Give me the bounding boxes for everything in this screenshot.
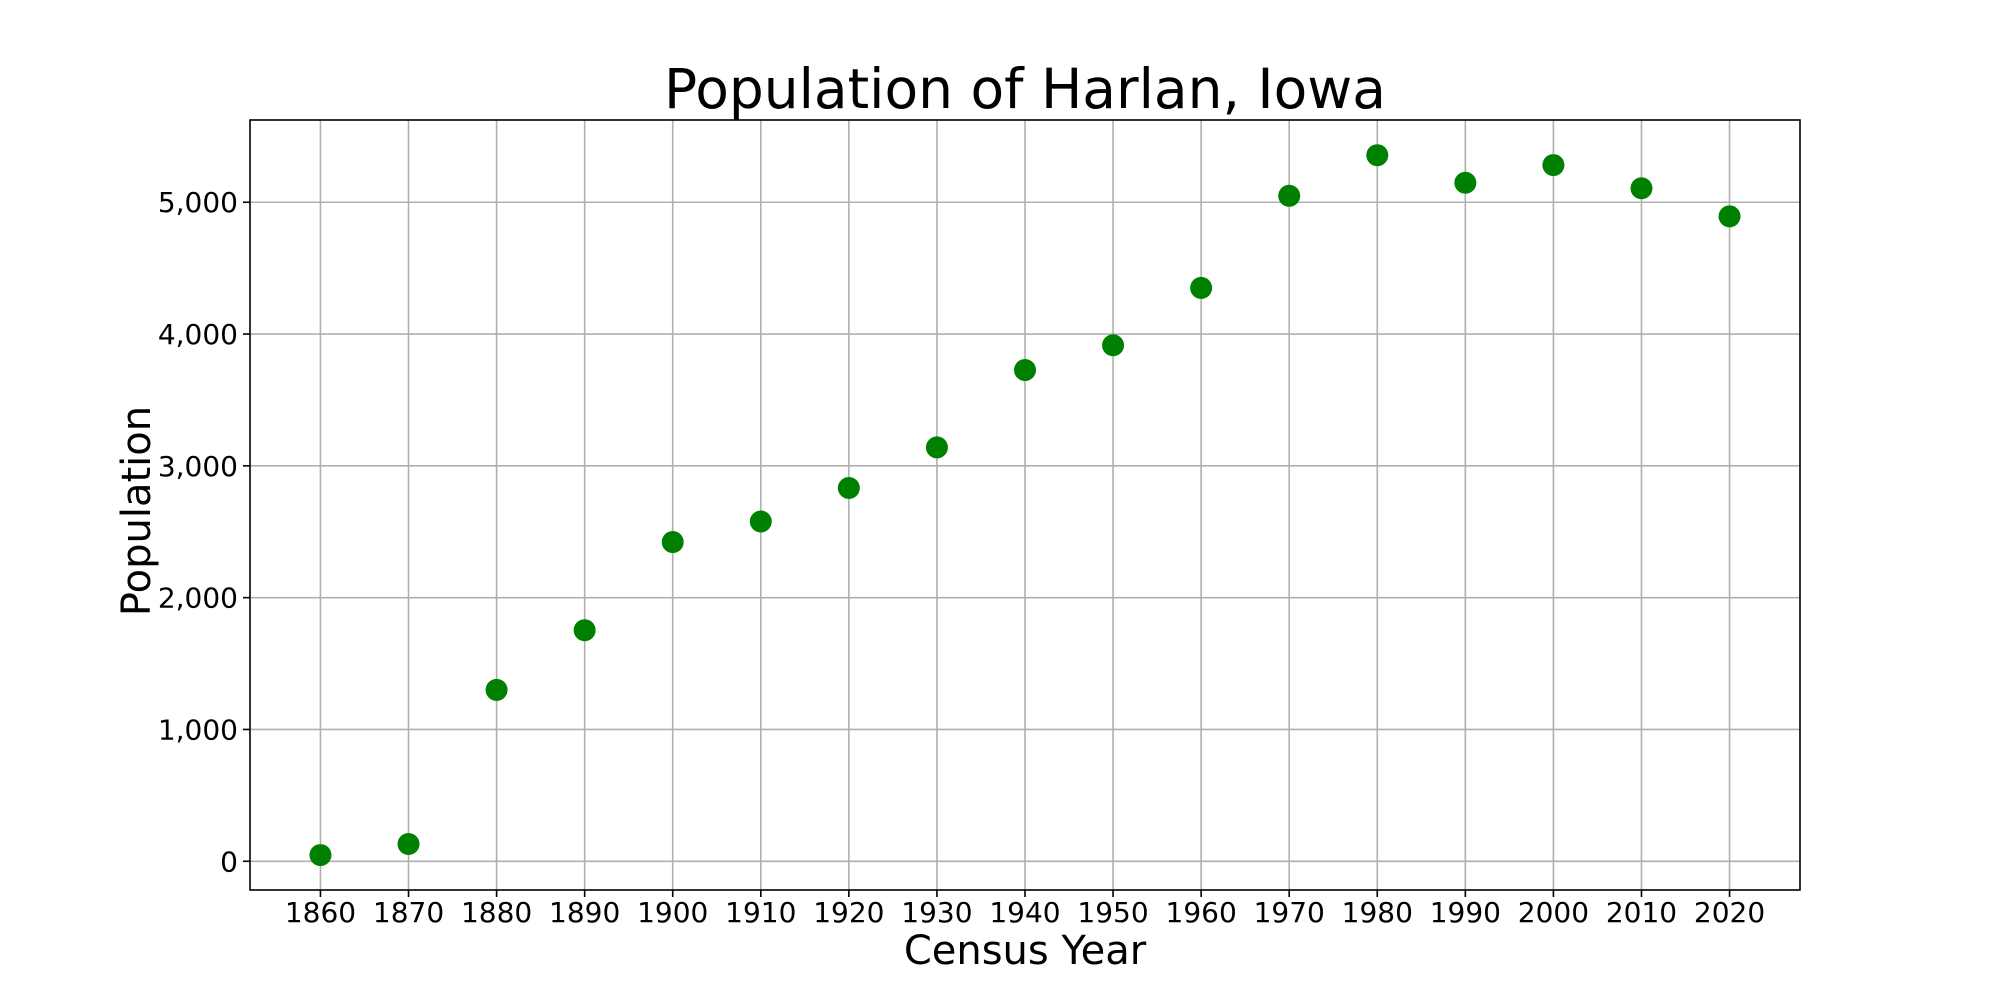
x-tick-label: 1900 (637, 896, 708, 929)
x-axis-ticks: 1860 1870 1880 1890 1900 1910 1920 1930 1940 1950… (285, 890, 1765, 929)
x-tick-label: 1890 (549, 896, 620, 929)
x-tick-label: 1880 (461, 896, 532, 929)
y-axis-label: Population (114, 406, 160, 616)
data-point (1190, 276, 1213, 299)
x-tick-label: 1980 (1342, 896, 1413, 929)
x-tick-label: 1990 (1430, 896, 1501, 929)
x-tick-label: 1870 (373, 896, 444, 929)
data-point (749, 510, 772, 533)
data-point (1542, 154, 1565, 177)
data-point (1278, 184, 1301, 207)
x-tick-label: 1920 (813, 896, 884, 929)
data-point (1454, 171, 1477, 194)
y-tick-label: 0 (220, 845, 238, 878)
x-tick-label: 1940 (989, 896, 1060, 929)
x-tick-label: 1930 (901, 896, 972, 929)
x-tick-label: 2020 (1694, 896, 1765, 929)
data-point (925, 436, 948, 459)
y-tick-label: 2,000 (158, 582, 238, 615)
data-point (573, 619, 596, 642)
y-tick-label: 4,000 (158, 318, 238, 351)
data-points (309, 144, 1741, 867)
y-tick-label: 5,000 (158, 186, 238, 219)
data-point (1014, 359, 1036, 382)
y-tick-label: 1,000 (158, 713, 238, 746)
chart-title: Population of Harlan, Iowa (664, 57, 1386, 121)
x-tick-label: 2010 (1606, 896, 1677, 929)
data-point (1102, 334, 1125, 357)
y-axis-ticks: 0 1,000 2,000 3,000 4,000 5,000 (158, 186, 250, 878)
grid-lines (250, 120, 1800, 890)
x-tick-label: 1860 (285, 896, 356, 929)
data-point (485, 678, 508, 701)
data-point (309, 844, 332, 867)
x-tick-label: 1950 (1077, 896, 1148, 929)
x-tick-label: 2000 (1518, 896, 1589, 929)
x-tick-label: 1960 (1166, 896, 1237, 929)
data-point (661, 531, 684, 554)
y-tick-label: 3,000 (158, 450, 238, 483)
data-point (1630, 177, 1653, 200)
x-tick-label: 1910 (725, 896, 796, 929)
data-point (837, 476, 860, 499)
data-point (1366, 144, 1389, 167)
data-point (1718, 205, 1741, 228)
x-tick-label: 1970 (1254, 896, 1325, 929)
x-axis-label: Census Year (904, 928, 1147, 974)
data-point (397, 833, 420, 856)
